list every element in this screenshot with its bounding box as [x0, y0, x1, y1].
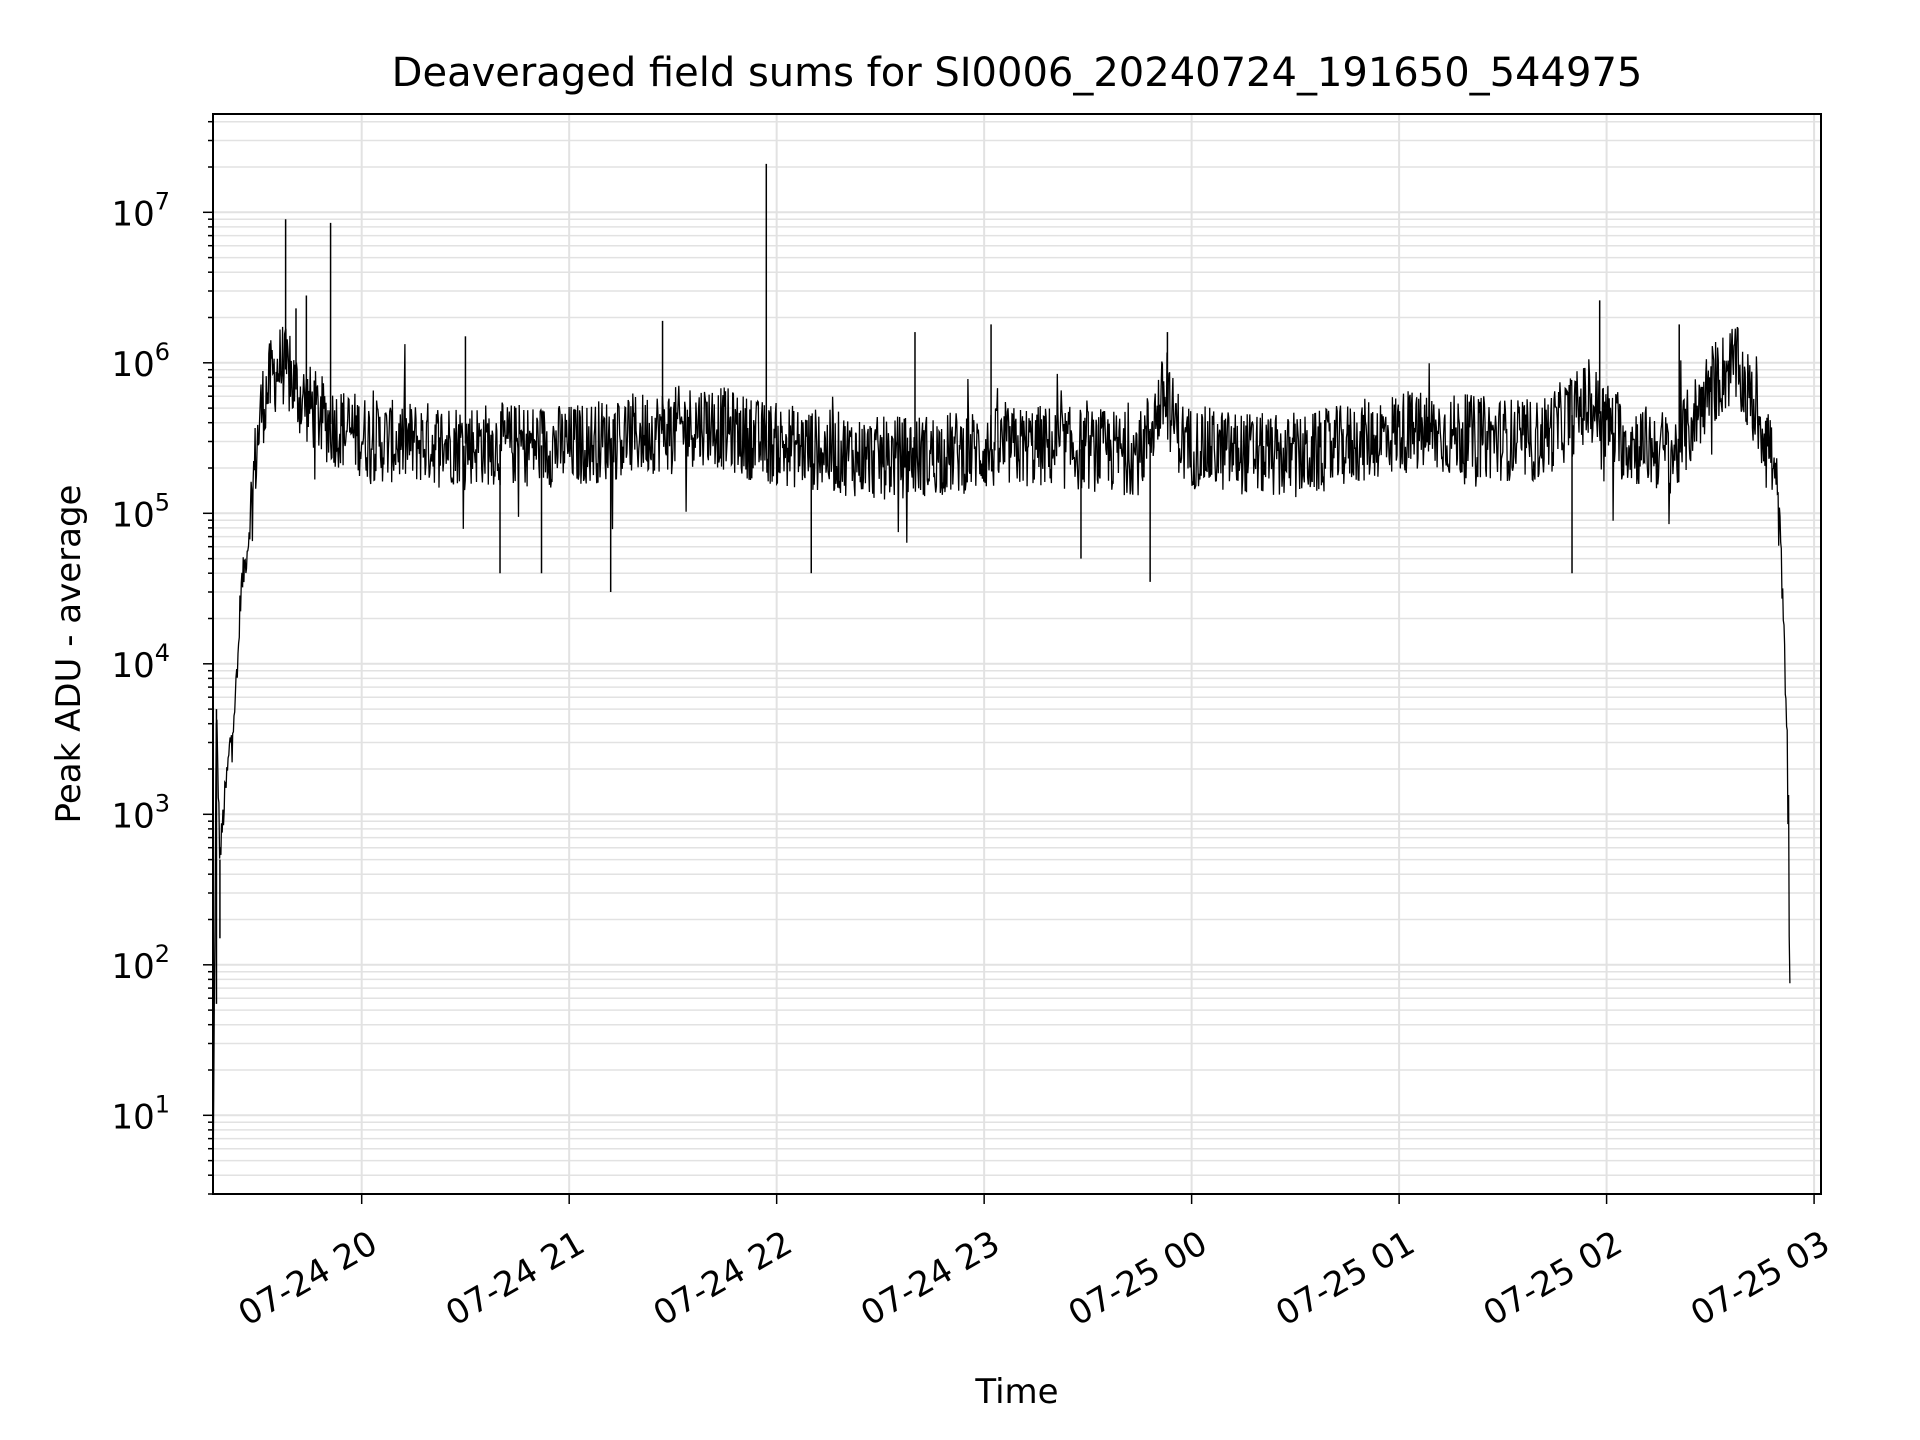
y-tick-label: 106	[111, 338, 170, 385]
y-axis-label: Peak ADU - average	[49, 485, 89, 824]
plot-frame	[212, 113, 1822, 1195]
y-tick-label: 101	[111, 1090, 170, 1137]
grid	[213, 114, 1821, 1195]
y-tick-label: 107	[111, 187, 170, 234]
series-line	[213, 326, 1791, 1189]
y-tick-label: 104	[111, 639, 170, 686]
y-tick-label: 103	[111, 789, 170, 836]
series-layer	[213, 163, 1791, 1194]
chart-title: Deaveraged field sums for SI0006_2024072…	[392, 50, 1643, 96]
x-axis-label: Time	[974, 1372, 1058, 1412]
y-tick-label: 102	[111, 940, 170, 987]
y-tick-label: 105	[111, 488, 170, 535]
y-axis: 101 102 103 104 105 106 107	[111, 120, 213, 1195]
